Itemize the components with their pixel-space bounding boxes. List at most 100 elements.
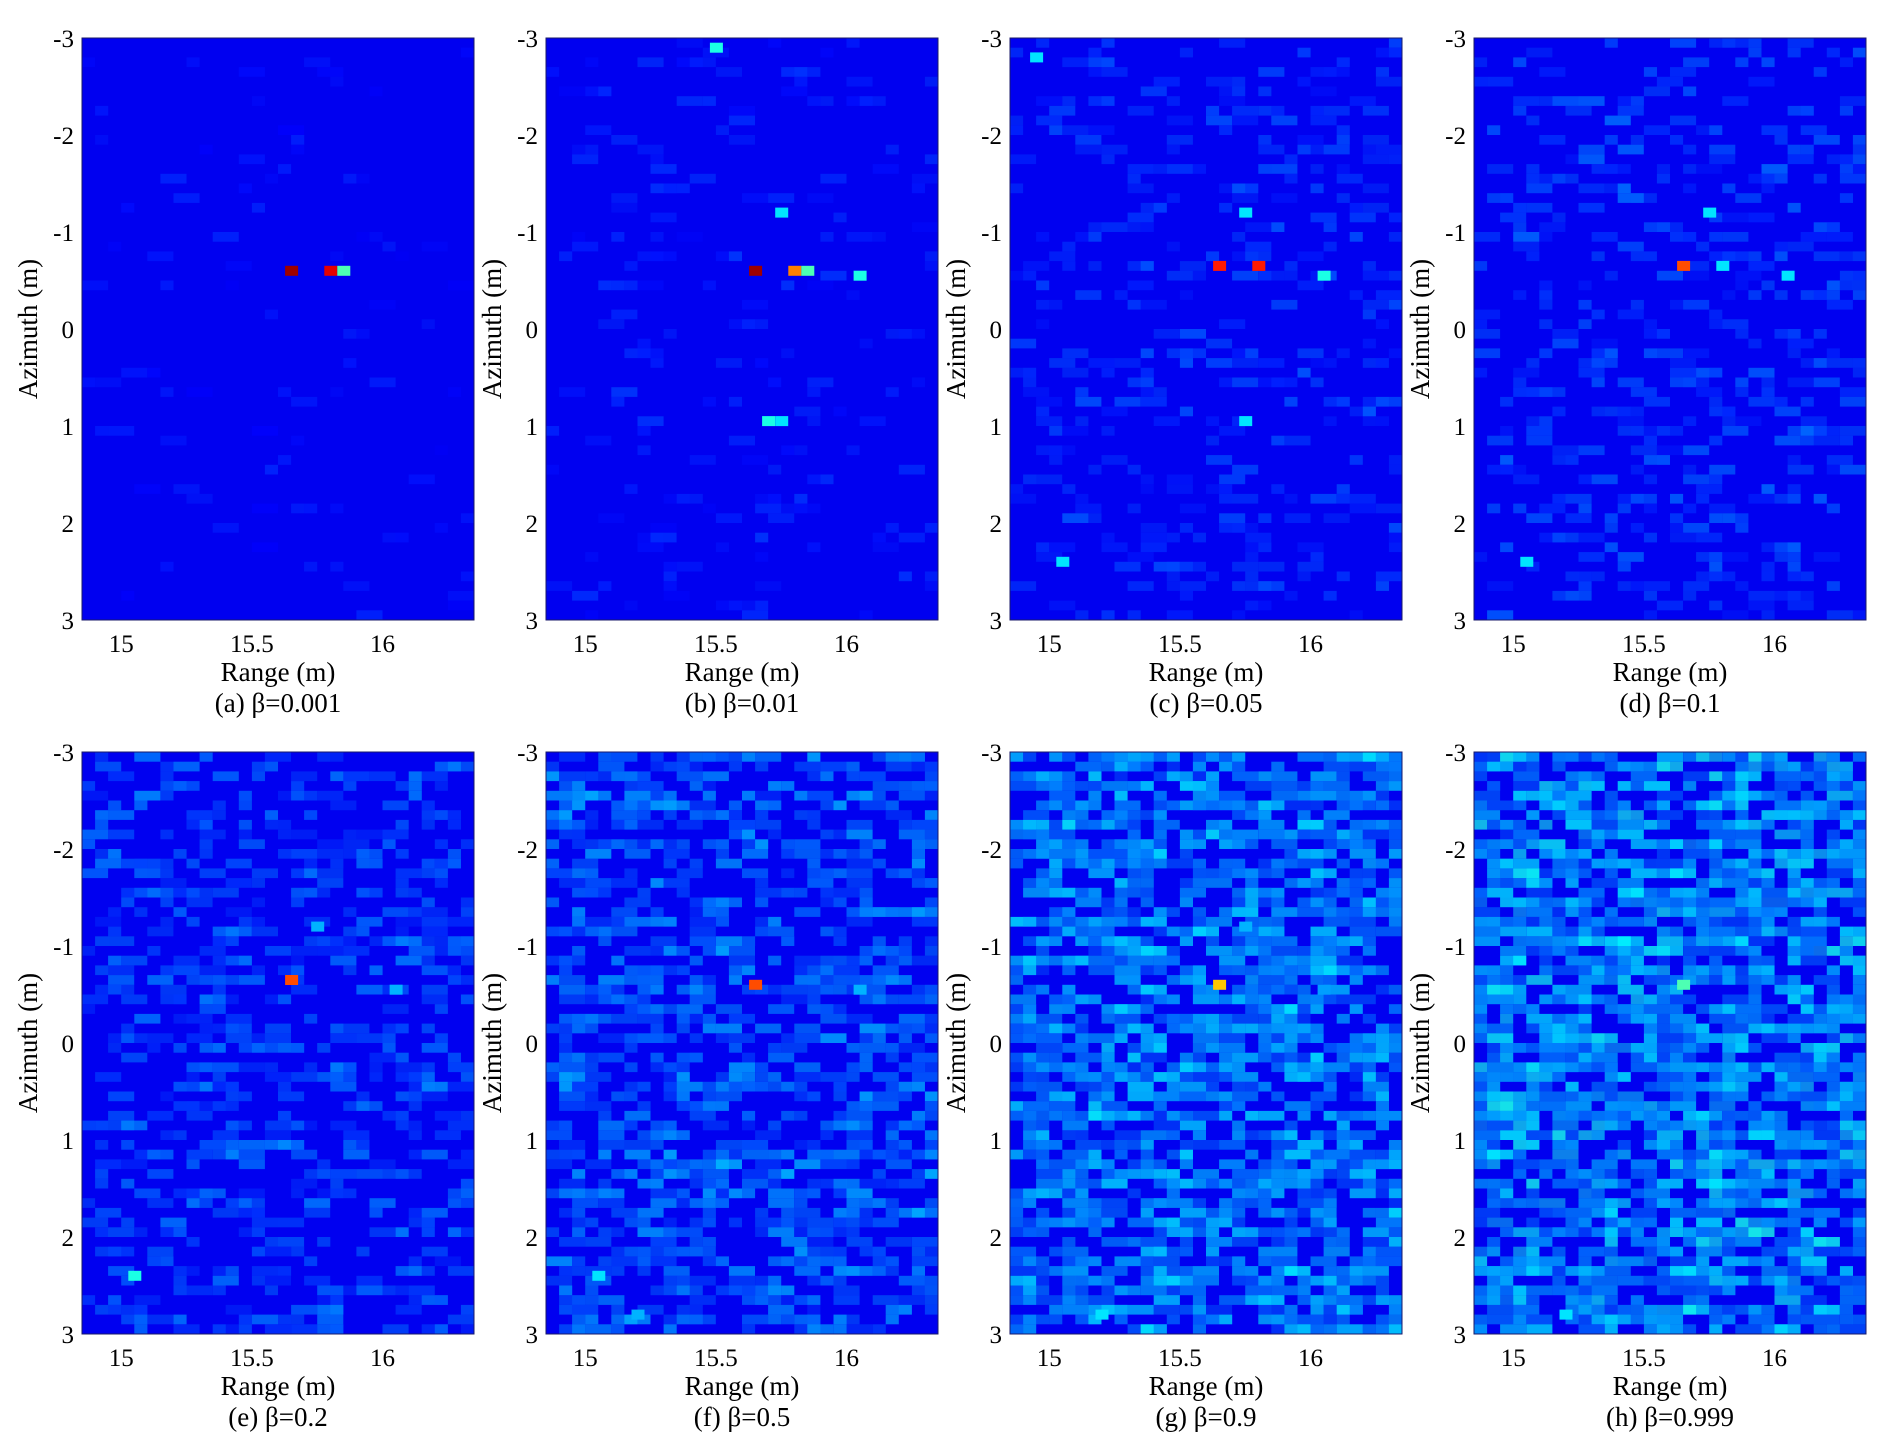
heatmap-cell	[1656, 897, 1670, 908]
heatmap-cell	[1310, 868, 1337, 879]
heatmap-cell	[186, 887, 213, 898]
heatmap-cell	[1552, 1110, 1579, 1121]
heatmap-cell	[1852, 800, 1866, 811]
heatmap-cell	[1336, 1013, 1350, 1024]
heatmap-cell	[134, 790, 161, 801]
heatmap-cell	[911, 752, 925, 762]
heatmap-cell	[1774, 396, 1788, 407]
heatmap-cell	[108, 810, 135, 820]
heatmap-cell	[585, 1062, 599, 1073]
heatmap-cell	[1826, 610, 1853, 620]
heatmap-cell	[108, 955, 122, 966]
heatmap-cell	[689, 975, 703, 985]
heatmap-cell	[1800, 1140, 1827, 1150]
xaxis-label-e: Range (m)	[221, 1371, 336, 1401]
heatmap-cell	[1696, 493, 1710, 504]
heatmap-cell	[1578, 581, 1592, 591]
heatmap-cell	[1683, 377, 1710, 388]
heatmap-cell	[1722, 1140, 1736, 1150]
heatmap-cell	[1591, 358, 1618, 368]
heatmap-cell	[846, 771, 860, 782]
heatmap-cell	[1310, 105, 1324, 116]
heatmap-cell	[1127, 1140, 1141, 1150]
xtick-label-f-0: 15	[573, 1345, 598, 1372]
heatmap-cell	[624, 1149, 651, 1160]
heatmap-cell	[898, 1140, 912, 1150]
heatmap-cell	[1219, 202, 1233, 213]
heatmap-cell	[1487, 435, 1514, 446]
heatmap-cell	[1232, 858, 1246, 869]
heatmap-cell	[768, 781, 782, 791]
heatmap-cell	[1310, 1324, 1324, 1334]
heatmap-cell	[637, 1217, 651, 1228]
heatmap-cell	[1036, 1081, 1063, 1092]
heatmap-cell	[1787, 348, 1801, 359]
heatmap-cell	[1696, 1062, 1710, 1073]
xtick-label-f-2: 16	[834, 1345, 859, 1372]
heatmap-cell	[1565, 810, 1592, 820]
heatmap-cell	[1526, 251, 1540, 262]
heatmap-cell	[199, 1023, 213, 1034]
heatmap-cell	[460, 1072, 474, 1082]
heatmap-cell	[330, 800, 357, 811]
panel-caption-d: (d) β=0.1	[1620, 688, 1721, 718]
heatmap-cell	[663, 800, 690, 811]
heatmap-cell	[95, 1178, 109, 1189]
heatmap-cell	[434, 1295, 448, 1305]
heatmap-cell	[572, 1081, 599, 1092]
heatmap-cell	[1362, 1091, 1389, 1102]
heatmap-cell	[1271, 926, 1285, 937]
heatmap-cell	[95, 1120, 109, 1131]
heatmap-cell	[807, 819, 821, 830]
heatmap-cell	[1670, 1207, 1697, 1218]
heatmap-cell	[1839, 1266, 1853, 1276]
heatmap-cell	[1565, 1169, 1592, 1179]
heatmap-cell	[134, 1227, 148, 1237]
heatmap-cell	[173, 1275, 187, 1286]
heatmap-cell	[1539, 387, 1566, 397]
heatmap-cell	[1271, 761, 1285, 772]
heatmap-cell	[1578, 1188, 1592, 1199]
heatmap-cell	[1709, 975, 1723, 985]
heatmap-cell	[1670, 115, 1697, 126]
heatmap-cell	[1630, 1062, 1657, 1073]
heatmap-cell	[1826, 984, 1840, 995]
heatmap-cell	[1826, 761, 1853, 772]
heatmap-cell	[1552, 907, 1566, 917]
heatmap-cell	[689, 455, 716, 465]
heatmap-cell	[859, 1052, 873, 1063]
heatmap-cell	[1258, 897, 1272, 908]
heatmap-cell	[1010, 115, 1024, 126]
heatmap-cell	[1179, 290, 1193, 300]
heatmap-cell	[1787, 1256, 1801, 1267]
heatmap-cell	[1813, 1130, 1840, 1140]
heatmap-cell	[1604, 1149, 1618, 1160]
heatmap-cell	[689, 984, 716, 995]
heatmap-cell	[238, 1120, 252, 1131]
heatmap-cell	[160, 771, 174, 782]
heatmap-cell	[1617, 761, 1631, 772]
heatmap-cell	[1748, 1013, 1762, 1024]
heatmap-cell	[1192, 270, 1206, 281]
heatmap-cell	[1748, 261, 1775, 271]
ytick-label-a-3: 0	[62, 317, 75, 344]
heatmap-cell	[1500, 1324, 1527, 1334]
heatmap-cell	[598, 1256, 612, 1267]
heatmap-cell	[1670, 1091, 1697, 1102]
heatmap-cell	[715, 936, 742, 946]
heatmap-cell	[1500, 975, 1514, 985]
heatmap-cell	[1683, 955, 1697, 966]
heatmap-cell	[1839, 761, 1853, 772]
heatmap-cell	[1852, 1275, 1866, 1286]
heatmap-cell	[251, 202, 265, 213]
heatmap-cell	[885, 1091, 899, 1102]
heatmap-cell	[1297, 858, 1324, 869]
heatmap-cell	[238, 1207, 265, 1218]
heatmap-cell	[598, 926, 612, 937]
heatmap-cell	[768, 1043, 782, 1053]
heatmap-cell	[898, 1091, 912, 1102]
heatmap-cell	[872, 1033, 886, 1043]
heatmap-cell	[1388, 1052, 1402, 1063]
heatmap-cell	[121, 590, 135, 601]
heatmap-cell	[1140, 887, 1154, 898]
